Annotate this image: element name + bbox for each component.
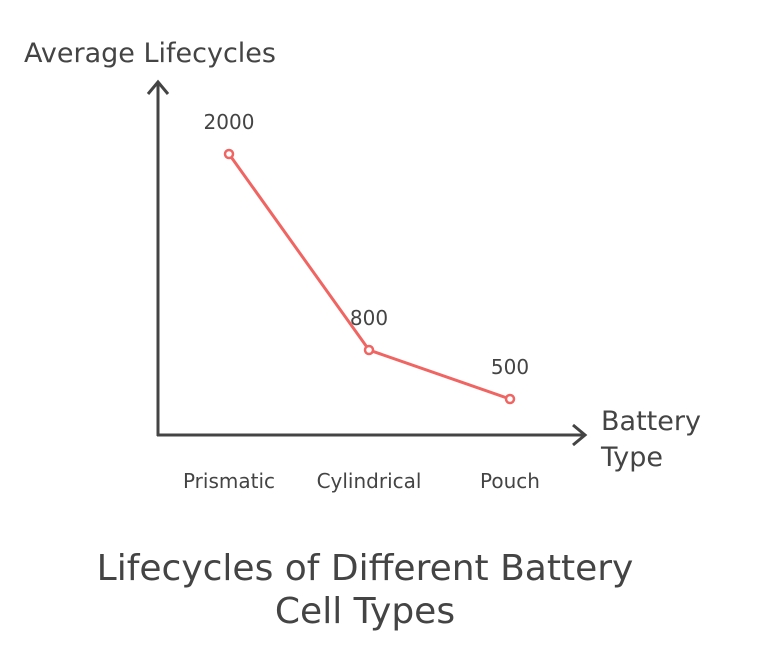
y-axis [146, 79, 170, 436]
x-axis-label-line-1: Battery [601, 406, 701, 437]
chart-title-line-1: Lifecycles of Different Battery [97, 548, 634, 589]
chart-title-line-2: Cell Types [275, 591, 455, 632]
x-axis [157, 423, 588, 447]
x-tick-label: Pouch [480, 469, 540, 493]
x-tick-label: Cylindrical [317, 469, 422, 493]
x-tick-label: Prismatic [183, 469, 275, 493]
data-label: 2000 [204, 110, 255, 134]
x-axis-label-line-2: Type [600, 442, 663, 473]
data-point [504, 393, 516, 405]
y-axis-label: Average Lifecycles [24, 38, 276, 69]
data-point [363, 344, 375, 356]
data-point [223, 148, 235, 160]
series-line [227, 153, 511, 401]
data-label: 500 [491, 355, 529, 379]
data-label: 800 [350, 306, 388, 330]
